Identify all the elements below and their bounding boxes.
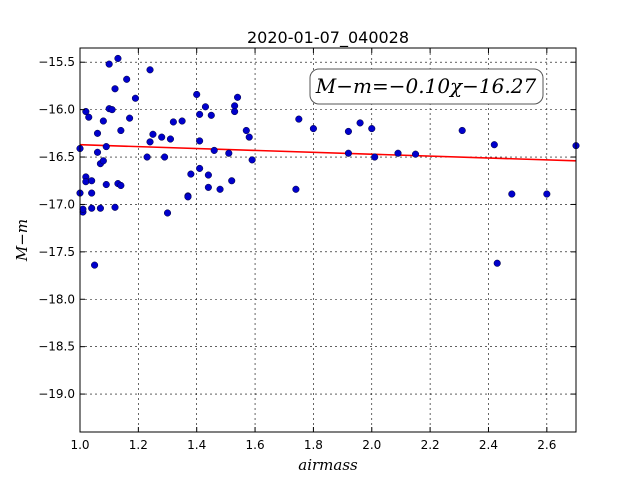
- data-point: [146, 66, 154, 74]
- data-point: [117, 181, 125, 190]
- data-point: [161, 153, 169, 161]
- data-point: [149, 130, 157, 138]
- data-point: [102, 143, 110, 151]
- data-point: [231, 107, 239, 116]
- data-point: [196, 137, 204, 145]
- x-tick-label: 2.0: [362, 438, 381, 452]
- annotation-text: M−m=−0.10χ−16.27: [315, 74, 537, 98]
- data-point: [242, 126, 250, 135]
- plot-frame: [79, 47, 577, 433]
- data-point: [204, 183, 212, 191]
- data-point: [196, 164, 204, 172]
- data-point: [123, 75, 131, 83]
- data-point: [493, 259, 501, 267]
- data-point: [356, 119, 364, 127]
- data-point: [158, 133, 166, 141]
- x-tick-label: 2.6: [537, 438, 556, 452]
- data-point: [368, 125, 376, 133]
- data-point: [79, 205, 87, 213]
- annotation-box: [309, 68, 544, 105]
- data-point: [490, 141, 498, 149]
- data-point: [508, 190, 516, 198]
- data-point: [178, 117, 186, 125]
- data-point: [193, 90, 201, 99]
- y-axis-label: M−m: [13, 219, 31, 262]
- data-point: [91, 261, 99, 269]
- data-point: [143, 153, 151, 161]
- data-point: [184, 193, 192, 201]
- data-points: [76, 54, 580, 269]
- fit-line: [79, 143, 577, 162]
- data-point: [99, 117, 107, 125]
- y-tick-label: −18.0: [38, 292, 75, 306]
- data-point: [85, 113, 93, 121]
- data-point: [207, 111, 215, 119]
- data-point: [371, 153, 379, 161]
- data-point: [169, 118, 177, 126]
- data-point: [201, 103, 210, 111]
- y-tick-label: −16.0: [38, 103, 75, 117]
- data-point: [88, 189, 96, 197]
- data-point: [344, 127, 352, 135]
- data-point: [99, 157, 107, 165]
- data-point: [108, 106, 116, 114]
- data-point: [93, 148, 102, 156]
- data-point: [82, 178, 90, 186]
- data-point: [163, 209, 172, 217]
- x-tick-label: 1.6: [246, 438, 265, 452]
- ticks: 1.0 1.2 1.4 1.6 1.8 2.0 2.2 2.4 2.6 −15.5 −16.0 −16…: [38, 48, 576, 452]
- fit-line-group: [79, 143, 577, 162]
- data-point: [131, 94, 139, 102]
- y-tick-label: −19.0: [38, 387, 75, 401]
- data-point: [114, 54, 122, 62]
- data-point: [102, 180, 110, 189]
- data-point: [394, 149, 402, 157]
- data-point: [543, 190, 551, 198]
- data-point: [245, 133, 253, 141]
- x-tick-label: 1.4: [187, 438, 206, 452]
- data-point: [126, 114, 134, 122]
- data-point: [248, 156, 256, 164]
- y-tick-label: −17.0: [38, 197, 75, 211]
- data-point: [111, 85, 119, 93]
- x-axis-label: airmass: [298, 456, 358, 474]
- y-tick-label: −16.5: [38, 150, 75, 164]
- data-point: [292, 185, 300, 193]
- data-point: [204, 171, 212, 179]
- data-point: [88, 204, 96, 212]
- data-point: [196, 110, 204, 118]
- data-point: [88, 177, 96, 185]
- data-point: [225, 149, 233, 157]
- data-point: [117, 126, 125, 135]
- data-point: [309, 125, 317, 133]
- data-point: [234, 93, 242, 101]
- x-tick-label: 2.4: [479, 438, 498, 452]
- fit-annotation: M−m=−0.10χ−16.27: [309, 68, 544, 105]
- data-point: [96, 204, 104, 212]
- data-point: [458, 126, 466, 135]
- data-point: [105, 60, 113, 68]
- x-tick-label: 2.2: [421, 438, 440, 452]
- data-point: [295, 115, 303, 123]
- y-tick-label: −18.5: [38, 340, 75, 354]
- data-point: [111, 203, 119, 211]
- data-point: [166, 135, 174, 143]
- y-tick-label: −15.5: [38, 55, 75, 69]
- data-point: [146, 138, 154, 146]
- x-tick-label: 1.2: [129, 438, 148, 452]
- x-tick-label: 1.8: [304, 438, 323, 452]
- data-point: [93, 129, 102, 137]
- chart-title: 2020-01-07_040028: [247, 28, 409, 48]
- data-point: [210, 146, 218, 154]
- data-point: [344, 149, 352, 157]
- x-tick-label: 1.0: [70, 438, 89, 452]
- y-tick-label: −17.5: [38, 245, 75, 259]
- data-point: [228, 177, 236, 185]
- data-point: [187, 170, 195, 178]
- data-point: [216, 185, 224, 193]
- data-point: [411, 150, 420, 158]
